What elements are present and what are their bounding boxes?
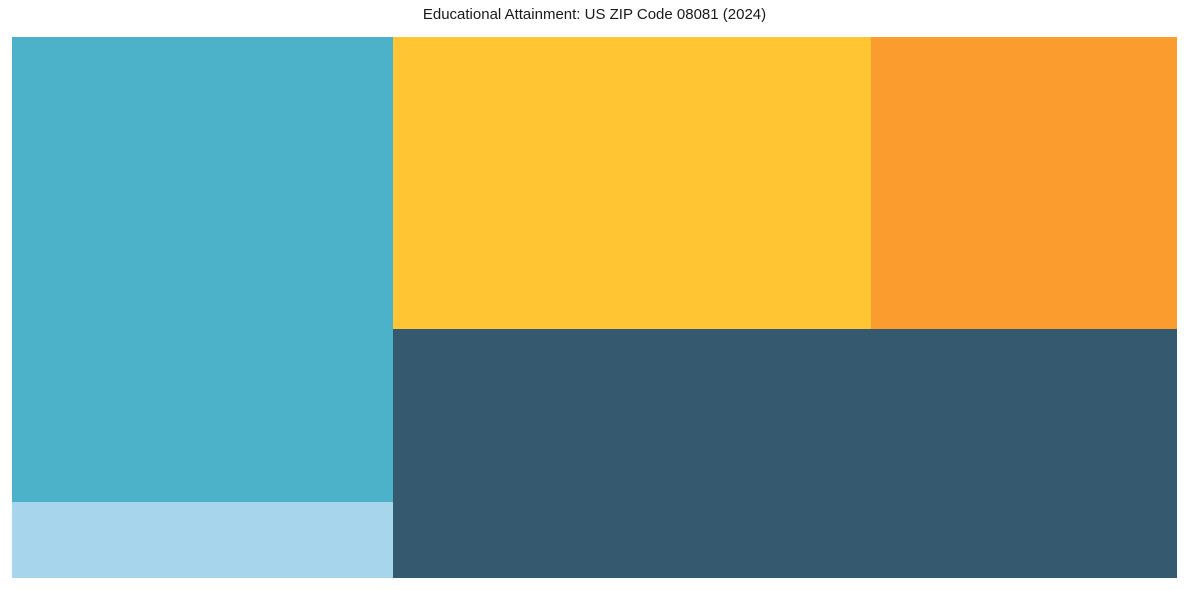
treemap-tile-high-school-graduate[interactable]: High school graduate (includes equivalen…	[393, 329, 1177, 578]
treemap-tile-graduate-degree[interactable]: Graduate or professional degree	[871, 37, 1177, 329]
chart-title: Educational Attainment: US ZIP Code 0808…	[422, 6, 767, 23]
treemap-tile-bachelors-degree[interactable]: Bachelor's degree	[393, 37, 871, 329]
treemap-plot-area: Some college or associate's degree Less …	[12, 37, 1177, 578]
treemap-tile-less-than-high-school[interactable]: Less than high school diploma	[12, 502, 393, 578]
treemap-tile-some-college[interactable]: Some college or associate's degree	[12, 37, 393, 502]
